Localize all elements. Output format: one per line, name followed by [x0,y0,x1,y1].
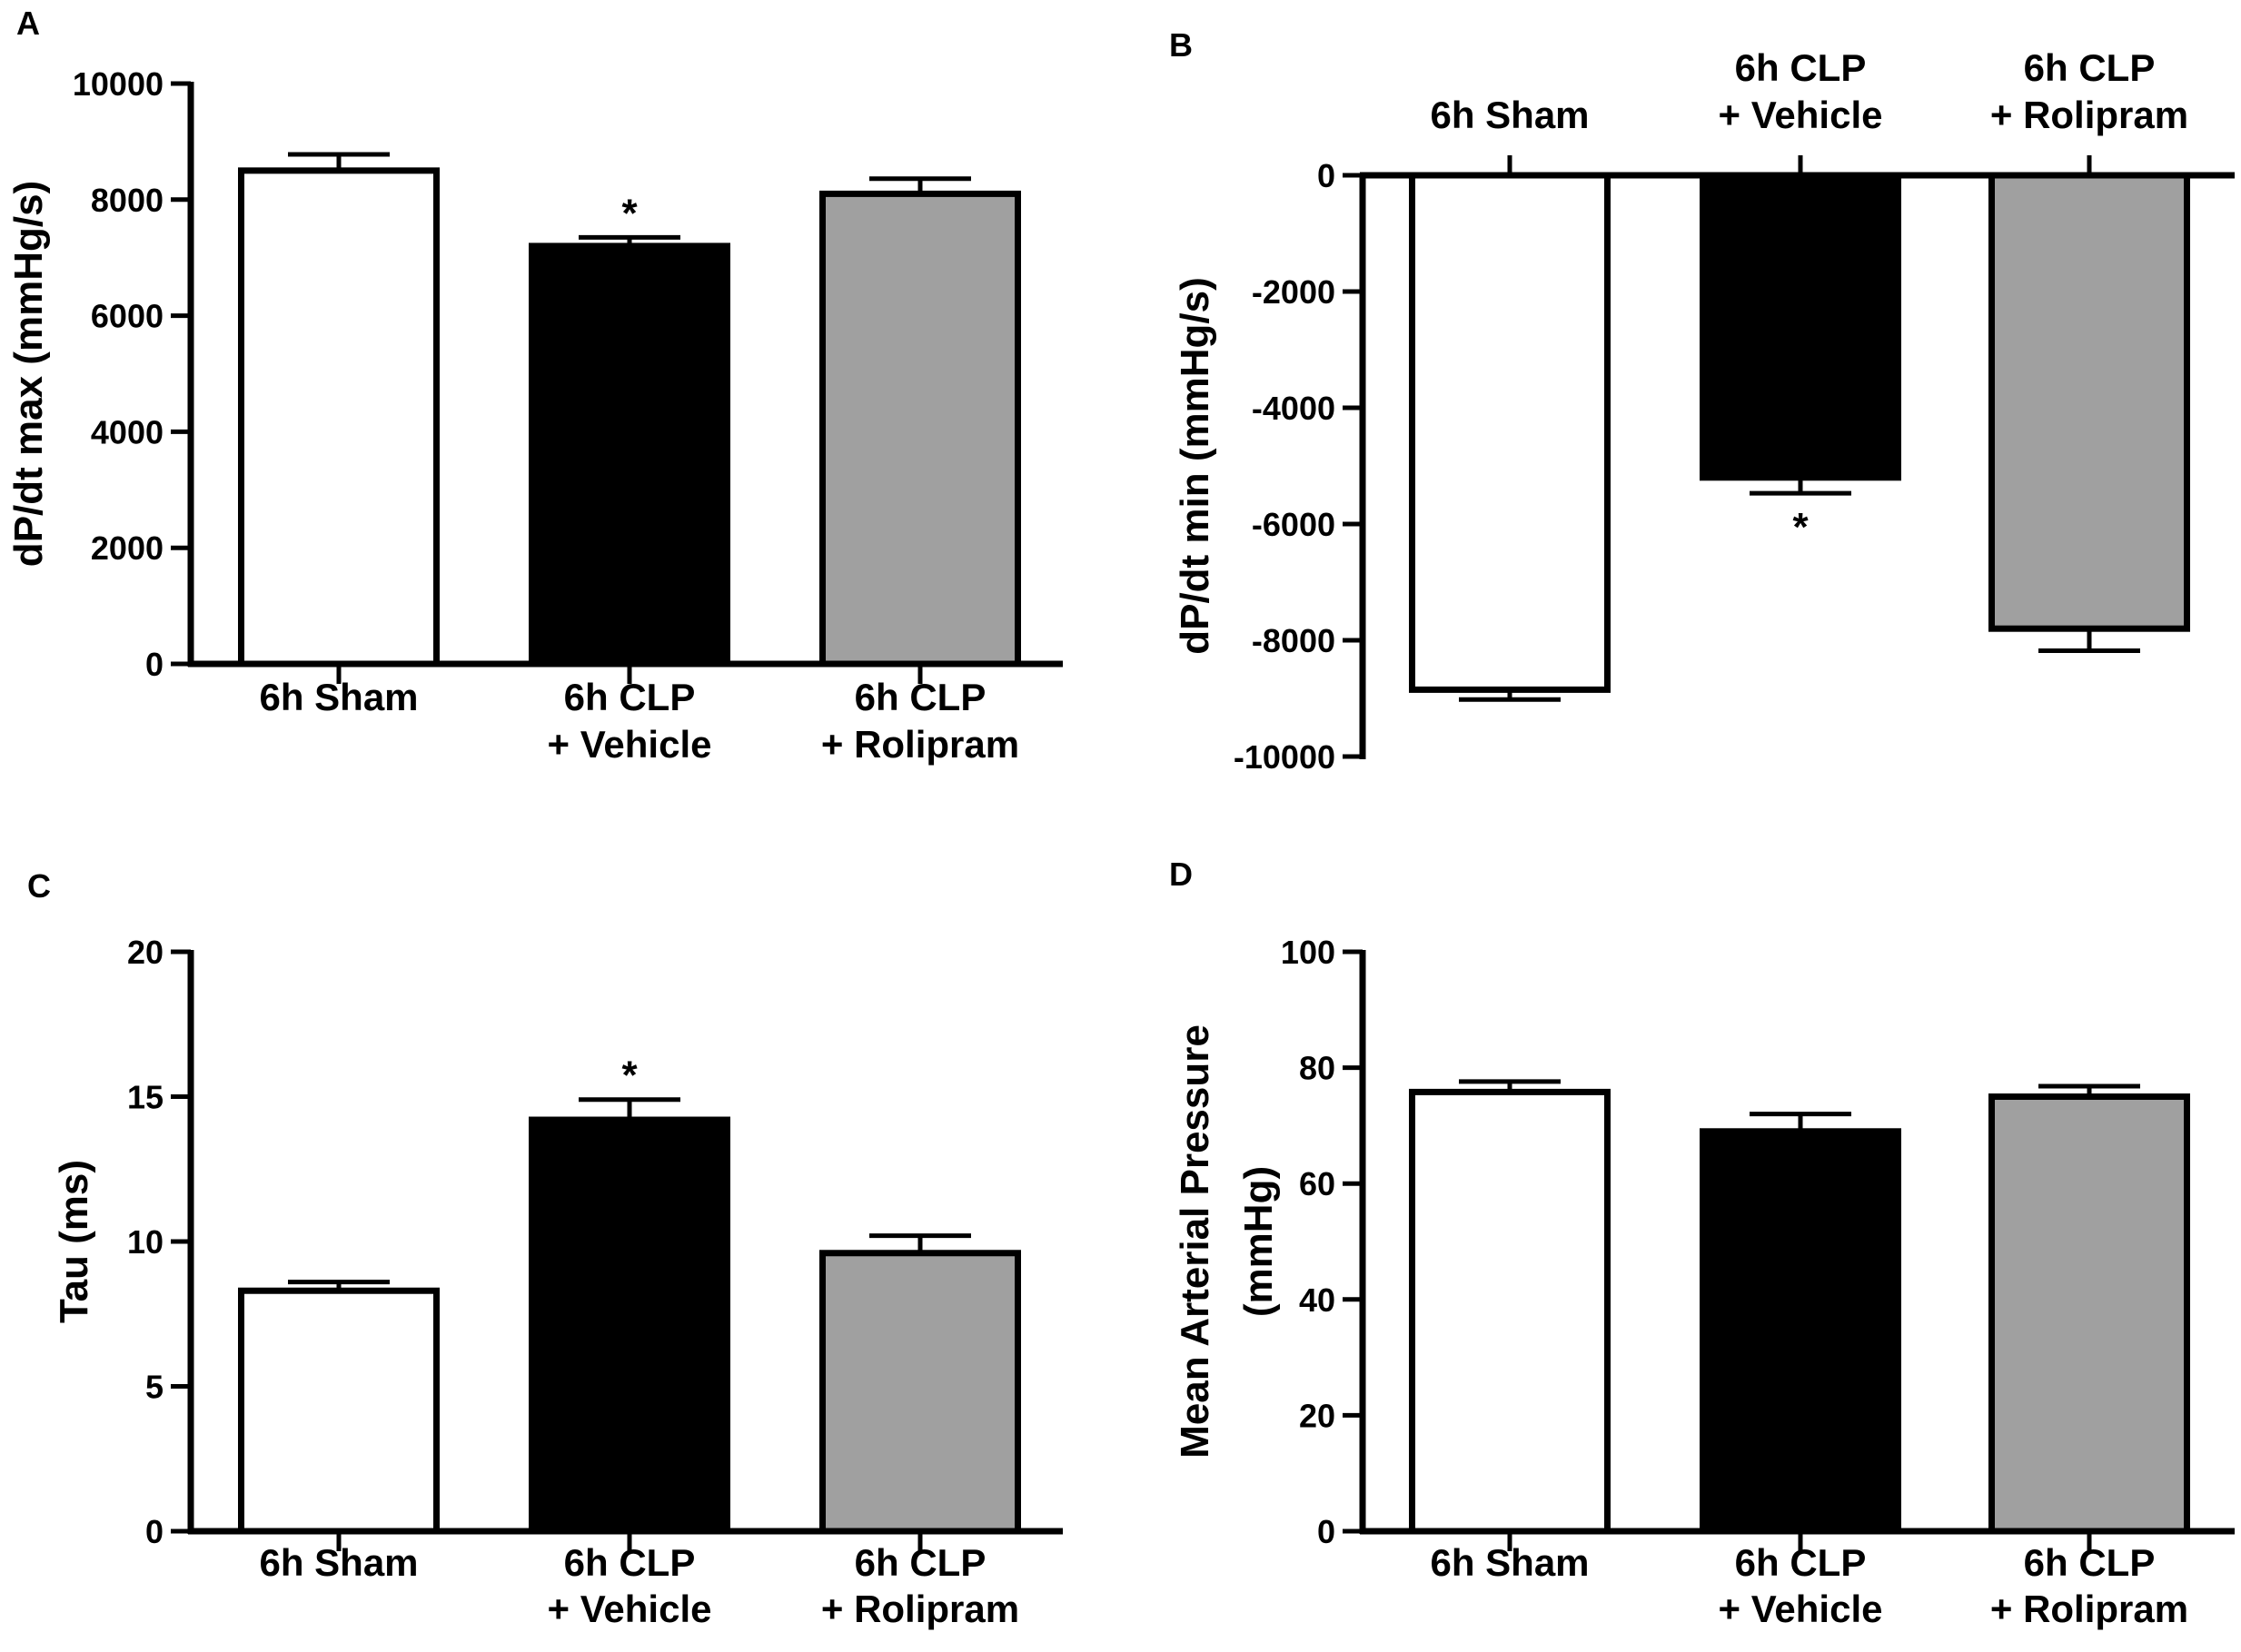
y-tick-label-b-0: 0 [1317,157,1335,194]
bar-b-2 [1988,172,2190,632]
significance-marker-c-1: * [621,1054,638,1098]
y-tick-label-a-5: 10000 [73,65,164,103]
category-label-c-0-0: 6h Sham [259,1541,418,1584]
panel-letter-d: D [1169,856,1193,893]
y-axis-label-a: dP/dt max (mmHg/s) [6,181,51,567]
y-tick-label-a-1: 2000 [91,529,164,567]
y-tick-label-a-2: 4000 [91,413,164,450]
panel-b-chart: B * 0 -2000 -4000 -6000 -8000 -10000 6h Sham 6h C… [1169,26,2235,776]
category-label-d-1-1: + Vehicle [1719,1588,1883,1630]
y-tick-label-d-2: 40 [1299,1281,1335,1319]
category-label-c-2-1: + Rolipram [821,1588,1019,1630]
bar-c-0 [238,1287,440,1535]
category-label-a-2-1: + Rolipram [821,723,1019,766]
category-label-a-2-0: 6h CLP [855,676,987,718]
panel-a-chart: A * 0 2000 4000 6000 8000 10000 6h Sham 6h CLP + V… [6,5,1063,766]
bar-d-1 [1700,1128,1901,1535]
bar-a-1 [529,242,730,668]
y-tick-label-d-1: 20 [1299,1397,1335,1434]
y-tick-label-a-0: 0 [145,646,164,683]
panel-letter-b: B [1169,26,1193,64]
bar-c-1 [529,1116,730,1535]
panel-letter-a: A [16,5,40,42]
y-tick-label-a-3: 6000 [91,298,164,335]
y-tick-label-c-2: 10 [127,1223,164,1261]
category-label-b-0-0: 6h Sham [1430,94,1589,136]
y-tick-label-d-4: 80 [1299,1050,1335,1087]
category-label-c-2-0: 6h CLP [855,1541,987,1584]
category-label-a-1-0: 6h CLP [564,676,696,718]
y-axis-label-d-1: (mmHg) [1236,1166,1281,1317]
significance-marker-b-1: * [1792,505,1809,549]
bar-d-2 [1988,1093,2190,1535]
significance-marker-a-1: * [621,191,638,235]
category-label-a-0-0: 6h Sham [259,676,418,718]
category-label-d-0-0: 6h Sham [1430,1541,1589,1584]
y-tick-label-c-1: 5 [145,1369,164,1406]
category-label-b-1-0: 6h CLP [1735,46,1867,89]
y-tick-label-d-3: 60 [1299,1165,1335,1202]
bar-c-2 [819,1250,1021,1535]
y-tick-label-b-3: -6000 [1252,506,1335,543]
category-label-c-1-1: + Vehicle [548,1588,712,1630]
y-tick-label-b-5: -10000 [1234,738,1335,776]
y-axis-label-d-0: Mean Arterial Pressure [1173,1024,1217,1459]
category-label-b-2-0: 6h CLP [2024,46,2156,89]
category-label-c-1-0: 6h CLP [564,1541,696,1584]
y-tick-label-a-4: 8000 [91,182,164,219]
bar-d-0 [1409,1088,1611,1535]
category-label-b-2-1: + Rolipram [1990,94,2188,136]
y-tick-label-d-5: 100 [1281,934,1335,971]
y-tick-label-b-4: -8000 [1252,622,1335,659]
bar-b-1 [1700,172,1901,481]
bar-a-2 [819,190,1021,668]
bar-b-0 [1409,172,1611,693]
y-tick-label-c-0: 0 [145,1513,164,1550]
y-tick-label-c-3: 15 [127,1079,164,1116]
category-label-d-2-1: + Rolipram [1990,1588,2188,1630]
y-tick-label-b-1: -2000 [1252,273,1335,311]
y-axis-label-b: dP/dt min (mmHg/s) [1173,277,1217,655]
category-label-d-2-0: 6h CLP [2024,1541,2156,1584]
category-label-a-1-1: + Vehicle [548,723,712,766]
y-tick-label-c-4: 20 [127,934,164,971]
y-tick-label-b-2: -4000 [1252,390,1335,427]
y-tick-label-d-0: 0 [1317,1513,1335,1550]
category-label-b-1-1: + Vehicle [1719,94,1883,136]
category-label-d-1-0: 6h CLP [1735,1541,1867,1584]
panel-letter-c: C [27,867,51,905]
y-axis-label-c: Tau (ms) [52,1160,96,1323]
bar-a-0 [238,167,440,668]
